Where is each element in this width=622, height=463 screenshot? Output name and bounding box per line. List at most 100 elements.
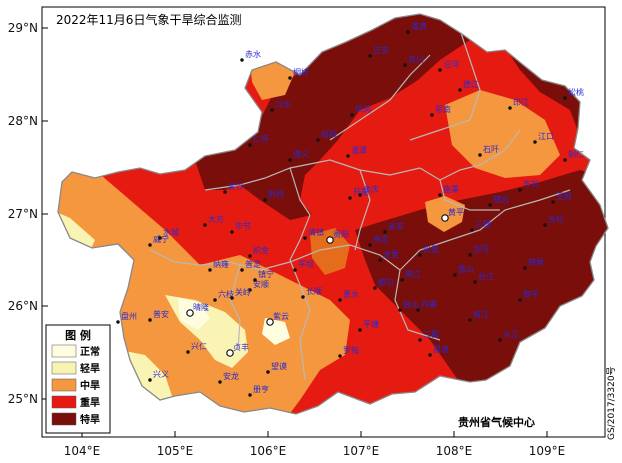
city-label: 丹寨 — [421, 299, 437, 309]
city-label: 平坝 — [298, 260, 314, 269]
city-marker — [378, 258, 382, 262]
legend-label-extreme: 特旱 — [80, 413, 100, 426]
lon-label-109: 109°E — [529, 444, 566, 458]
city-label: 瓮安 — [388, 221, 404, 231]
city-marker — [508, 106, 512, 110]
legend-label-light: 轻旱 — [80, 362, 100, 375]
city-marker — [551, 200, 555, 204]
city-marker — [288, 158, 292, 162]
area-moderate-center — [425, 196, 465, 232]
city-marker — [208, 268, 212, 272]
city-marker — [398, 308, 402, 312]
city-label: 紫云 — [273, 312, 289, 321]
city-marker — [453, 273, 457, 277]
city-marker — [470, 228, 474, 232]
city-marker — [430, 113, 434, 117]
city-marker — [368, 54, 372, 58]
city-marker — [523, 266, 527, 270]
city-marker — [148, 378, 152, 382]
city-label: 三穗 — [475, 219, 491, 229]
city-label: 普定 — [245, 259, 261, 269]
city-marker — [563, 158, 567, 162]
city-marker — [248, 393, 252, 397]
city-label: 普安 — [153, 309, 169, 319]
city-label: 大方 — [208, 214, 224, 224]
city-marker — [240, 58, 244, 62]
city-label: 三都 — [423, 330, 439, 339]
city-marker — [270, 108, 274, 112]
city-label: 惠水 — [343, 289, 359, 299]
city-label: 镇远 — [493, 194, 509, 204]
city-label: 石阡 — [483, 145, 499, 154]
city-marker — [418, 253, 422, 257]
city-marker — [416, 308, 420, 312]
legend-swatch-normal — [51, 344, 77, 358]
city-marker — [338, 354, 342, 358]
city-label: 铜仁 — [568, 149, 584, 159]
city-label: 剑河 — [473, 244, 489, 254]
city-marker — [473, 280, 477, 284]
legend-swatch-severe — [51, 395, 77, 409]
city-label: 金沙 — [228, 181, 244, 191]
city-marker — [418, 338, 422, 342]
area-normal-center — [178, 298, 210, 330]
city-marker — [186, 350, 190, 354]
city-label: 贵定 — [373, 234, 389, 244]
city-label: 凤冈 — [355, 105, 371, 114]
city-label: 桐梓 — [293, 67, 309, 77]
city-label: 天柱 — [548, 214, 564, 224]
city-marker — [303, 236, 307, 240]
city-marker — [218, 380, 222, 384]
city-marker — [563, 96, 567, 100]
legend-swatch-light — [51, 361, 77, 375]
city-label: 平塘 — [363, 319, 379, 329]
city-label: 江口 — [538, 132, 554, 141]
city-label: 晴隆 — [193, 302, 209, 312]
city-label: 毕节 — [235, 221, 251, 231]
city-label: 岑巩 — [523, 179, 539, 189]
city-label: 关岭 — [235, 287, 251, 297]
city-marker — [253, 278, 257, 282]
city-marker — [213, 298, 217, 302]
city-label: 施秉 — [443, 184, 459, 194]
city-label: 榕江 — [473, 309, 489, 319]
legend-swatch-extreme — [51, 412, 77, 426]
city-label: 黔西 — [268, 189, 284, 199]
city-marker — [266, 370, 270, 374]
city-marker — [203, 223, 207, 227]
city-marker — [518, 298, 522, 302]
city-marker — [248, 288, 252, 292]
city-marker — [338, 298, 342, 302]
city-label: 长顺 — [306, 286, 322, 296]
legend-label-normal: 正常 — [80, 345, 100, 358]
legend-label-moderate: 中旱 — [80, 379, 100, 392]
city-marker — [230, 230, 234, 234]
lat-label-29: 29°N — [8, 21, 38, 35]
map-title: 2022年11月6日气象干旱综合监测 — [56, 12, 241, 27]
lon-label-104: 104°E — [64, 444, 101, 458]
area-orange-center — [310, 228, 350, 275]
city-label: 绥阳 — [321, 129, 337, 139]
city-marker — [230, 296, 234, 300]
city-marker — [346, 154, 350, 158]
city-marker — [293, 268, 297, 272]
city-marker — [383, 230, 387, 234]
city-marker — [488, 203, 492, 207]
city-label: 务川 — [408, 54, 424, 64]
city-label: 习水 — [275, 99, 291, 109]
city-label: 正安 — [373, 45, 389, 55]
city-label: 雷山 — [458, 264, 474, 274]
city-marker — [438, 193, 442, 197]
city-marker — [148, 243, 152, 247]
lon-label-107: 107°E — [343, 444, 380, 458]
city-label: 开阳 — [353, 188, 369, 197]
city-label: 台江 — [478, 271, 494, 281]
city-label: 麻江 — [405, 269, 421, 279]
city-label: 兴仁 — [191, 341, 207, 351]
city-marker — [263, 198, 267, 202]
city-label: 都匀 — [378, 277, 394, 287]
city-marker — [441, 214, 449, 222]
city-marker — [240, 268, 244, 272]
